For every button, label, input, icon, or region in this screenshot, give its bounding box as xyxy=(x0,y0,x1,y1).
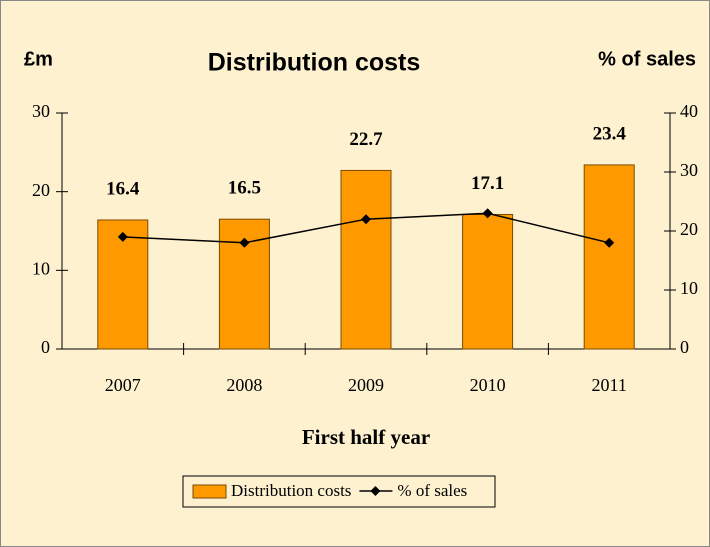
y2-axis-label: % of sales xyxy=(598,48,696,70)
legend-box xyxy=(182,475,496,508)
line-marker xyxy=(239,237,250,248)
x-axis-label: First half year xyxy=(302,425,430,449)
x-tick-label: 2009 xyxy=(348,375,384,395)
y-axis-label: £m xyxy=(24,48,53,70)
x-tick-label: 2011 xyxy=(592,375,627,395)
data-label: 23.4 xyxy=(593,123,627,144)
bar xyxy=(583,164,635,350)
line-marker xyxy=(482,208,493,219)
line-marker xyxy=(361,214,371,225)
line-marker xyxy=(117,231,128,242)
bar xyxy=(218,218,270,350)
legend-marker xyxy=(370,486,381,496)
data-label: 16.4 xyxy=(106,178,140,199)
y2-tick-label: 10 xyxy=(680,278,698,298)
line-marker xyxy=(604,237,615,248)
legend-label: % of sales xyxy=(397,481,467,500)
y2-tick-label: 40 xyxy=(680,101,698,121)
y2-tick-label: 0 xyxy=(680,337,689,357)
legend-label: Distribution costs xyxy=(231,481,351,500)
data-label: 22.7 xyxy=(349,129,383,150)
bar xyxy=(462,213,514,350)
x-tick-label: 2008 xyxy=(226,375,262,395)
bar xyxy=(340,169,392,350)
y2-tick-label: 30 xyxy=(680,160,698,180)
y-tick-label: 30 xyxy=(32,101,50,121)
chart-title: Distribution costs xyxy=(208,49,421,77)
y2-tick-label: 20 xyxy=(680,219,698,239)
y-tick-label: 0 xyxy=(41,337,50,357)
data-label: 16.5 xyxy=(228,178,261,199)
legend-swatch xyxy=(192,484,227,499)
data-label: 17.1 xyxy=(471,173,504,194)
x-tick-label: 2010 xyxy=(470,375,506,395)
y-tick-label: 10 xyxy=(32,258,50,278)
y-tick-label: 20 xyxy=(32,180,50,200)
x-tick-label: 2007 xyxy=(105,375,141,395)
